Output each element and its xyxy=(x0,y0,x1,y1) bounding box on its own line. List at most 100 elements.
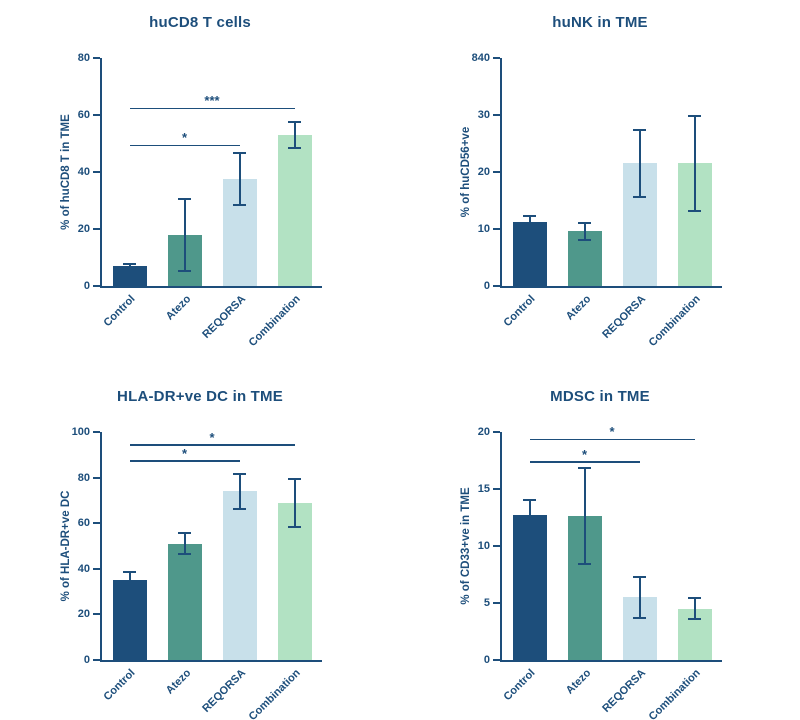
y-tick-mark xyxy=(93,57,100,59)
chart-hucd8-t-cells: huCD8 T cells % of huCD8 T in TME 0 20 40 6… xyxy=(0,0,400,360)
y-tick-mark xyxy=(93,228,100,230)
y-tick-mark xyxy=(93,285,100,287)
error-bar-control xyxy=(523,215,536,229)
bar-control xyxy=(112,580,147,660)
chart-title: MDSC in TME xyxy=(550,388,650,405)
error-bar-atezo xyxy=(178,532,191,556)
x-tick-label-control: Control xyxy=(501,667,538,704)
x-tick-label-atezo: Atezo xyxy=(163,293,193,323)
chart-title: huCD8 T cells xyxy=(149,14,251,31)
error-bar-reqorsa xyxy=(633,575,646,619)
bar-combination xyxy=(277,134,312,286)
y-tick-mark xyxy=(93,567,100,570)
bar-control xyxy=(512,515,547,660)
x-tick-label-combination: Combination xyxy=(246,293,303,350)
chart-title: HLA-DR+ve DC in TME xyxy=(117,388,283,405)
significance-line xyxy=(129,107,295,110)
y-tick-label: 10 xyxy=(477,540,490,552)
bar-control xyxy=(112,266,147,286)
plot-area: 0 5 10 15 20 Control Atezo REQORSA Combination * * xyxy=(478,425,722,720)
y-tick-label: 0 xyxy=(83,654,90,666)
y-tick-label: 20 xyxy=(477,166,490,178)
significance-line xyxy=(129,444,295,446)
error-bar-atezo xyxy=(178,197,191,272)
y-tick-label: 15 xyxy=(477,483,490,495)
y-tick-label: 60 xyxy=(77,517,90,530)
error-bar-combination xyxy=(688,115,701,212)
chart-body: % of CD33+ve in TME 0 5 10 15 20 Control Atezo… xyxy=(400,406,800,720)
error-bar-combination xyxy=(288,120,301,150)
chart-mdsc-in-tme: MDSC in TME % of CD33+ve in TME 0 5 10 15 20… xyxy=(400,360,800,720)
significance-line xyxy=(529,438,695,440)
y-tick-mark xyxy=(93,171,100,173)
y-tick-mark xyxy=(93,659,100,661)
x-tick-label-control: Control xyxy=(501,293,538,330)
y-tick-label: 60 xyxy=(77,109,90,121)
y-tick-mark xyxy=(93,613,100,616)
significance-label: * xyxy=(209,429,215,445)
y-tick-mark xyxy=(93,431,100,433)
plot-area: 0 20 40 60 80 100 Control Atezo REQORSA Combinati… xyxy=(72,426,322,720)
y-tick-mark xyxy=(493,228,500,230)
x-tick-label-control: Control xyxy=(101,293,138,330)
y-tick-mark xyxy=(493,114,500,116)
y-tick-mark xyxy=(493,431,500,433)
y-tick-label: 20 xyxy=(77,223,90,235)
x-tick-label-atezo: Atezo xyxy=(563,667,593,697)
x-tick-label-combination: Combination xyxy=(246,667,303,720)
y-tick-mark xyxy=(493,171,500,173)
error-bar-control xyxy=(523,499,536,532)
y-tick-label: 20 xyxy=(77,608,90,621)
y-tick-label: 100 xyxy=(71,426,90,438)
y-tick-mark xyxy=(493,285,500,287)
bar-atezo xyxy=(167,543,202,660)
y-tick-mark xyxy=(93,476,100,479)
y-tick-mark xyxy=(93,522,100,525)
x-tick-label-atezo: Atezo xyxy=(163,667,193,697)
error-bar-atezo xyxy=(578,467,591,566)
y-axis-label: % of HLA-DR+ve DC xyxy=(60,490,72,602)
y-tick-label: 40 xyxy=(77,166,90,178)
error-bar-control xyxy=(123,262,136,270)
significance-label: * xyxy=(609,423,615,439)
error-bar-combination xyxy=(688,597,701,621)
significance-line xyxy=(129,460,240,462)
significance-label: * xyxy=(181,445,188,461)
plot-area: 0 10 20 30 840 Control Atezo REQORSA Combination xyxy=(472,52,722,349)
bar-reqorsa xyxy=(222,491,257,660)
y-tick-label: 80 xyxy=(77,52,90,64)
x-tick-label-combination: Combination xyxy=(646,667,703,720)
y-tick-mark xyxy=(493,488,500,490)
y-tick-label: 5 xyxy=(483,597,490,609)
x-tick-label-combination: Combination xyxy=(646,293,703,350)
y-tick-mark xyxy=(93,114,100,116)
significance-line xyxy=(529,461,640,463)
x-tick-label-atezo: Atezo xyxy=(563,293,593,323)
plot-area: 0 20 40 60 80 Control Atezo REQORSA Combination *… xyxy=(78,52,322,349)
y-tick-label: 0 xyxy=(83,280,90,292)
bar-combination xyxy=(277,502,312,660)
x-tick-label-reqorsa: REQORSA xyxy=(600,293,648,341)
x-tick-label-control: Control xyxy=(101,667,138,704)
y-tick-mark xyxy=(493,545,500,547)
chart-hunk-in-tme: huNK in TME % of huCD56+ve 0 10 20 30 840 Con… xyxy=(400,0,800,360)
y-tick-label: 20 xyxy=(477,426,490,438)
chart-title: huNK in TME xyxy=(552,14,648,31)
y-tick-label: 40 xyxy=(77,562,90,575)
x-tick-label-reqorsa: REQORSA xyxy=(200,667,248,715)
x-tick-label-reqorsa: REQORSA xyxy=(200,293,248,341)
error-bar-atezo xyxy=(578,221,591,241)
chart-body: % of huCD8 T in TME 0 20 40 60 80 Control Atez… xyxy=(0,32,400,352)
significance-label: * xyxy=(181,130,188,146)
y-tick-label: 0 xyxy=(483,654,490,666)
error-bar-combination xyxy=(288,477,301,528)
y-tick-label: 80 xyxy=(77,471,90,484)
error-bar-reqorsa xyxy=(633,129,646,198)
error-bar-reqorsa xyxy=(233,473,246,510)
y-tick-mark xyxy=(493,602,500,604)
chart-body: % of HLA-DR+ve DC 0 20 40 60 80 100 Control Ate… xyxy=(0,406,400,720)
y-tick-label: 10 xyxy=(477,223,490,235)
chart-hladr-dc-in-tme: HLA-DR+ve DC in TME % of HLA-DR+ve DC 0 2… xyxy=(0,360,400,720)
significance-label: *** xyxy=(204,93,220,109)
